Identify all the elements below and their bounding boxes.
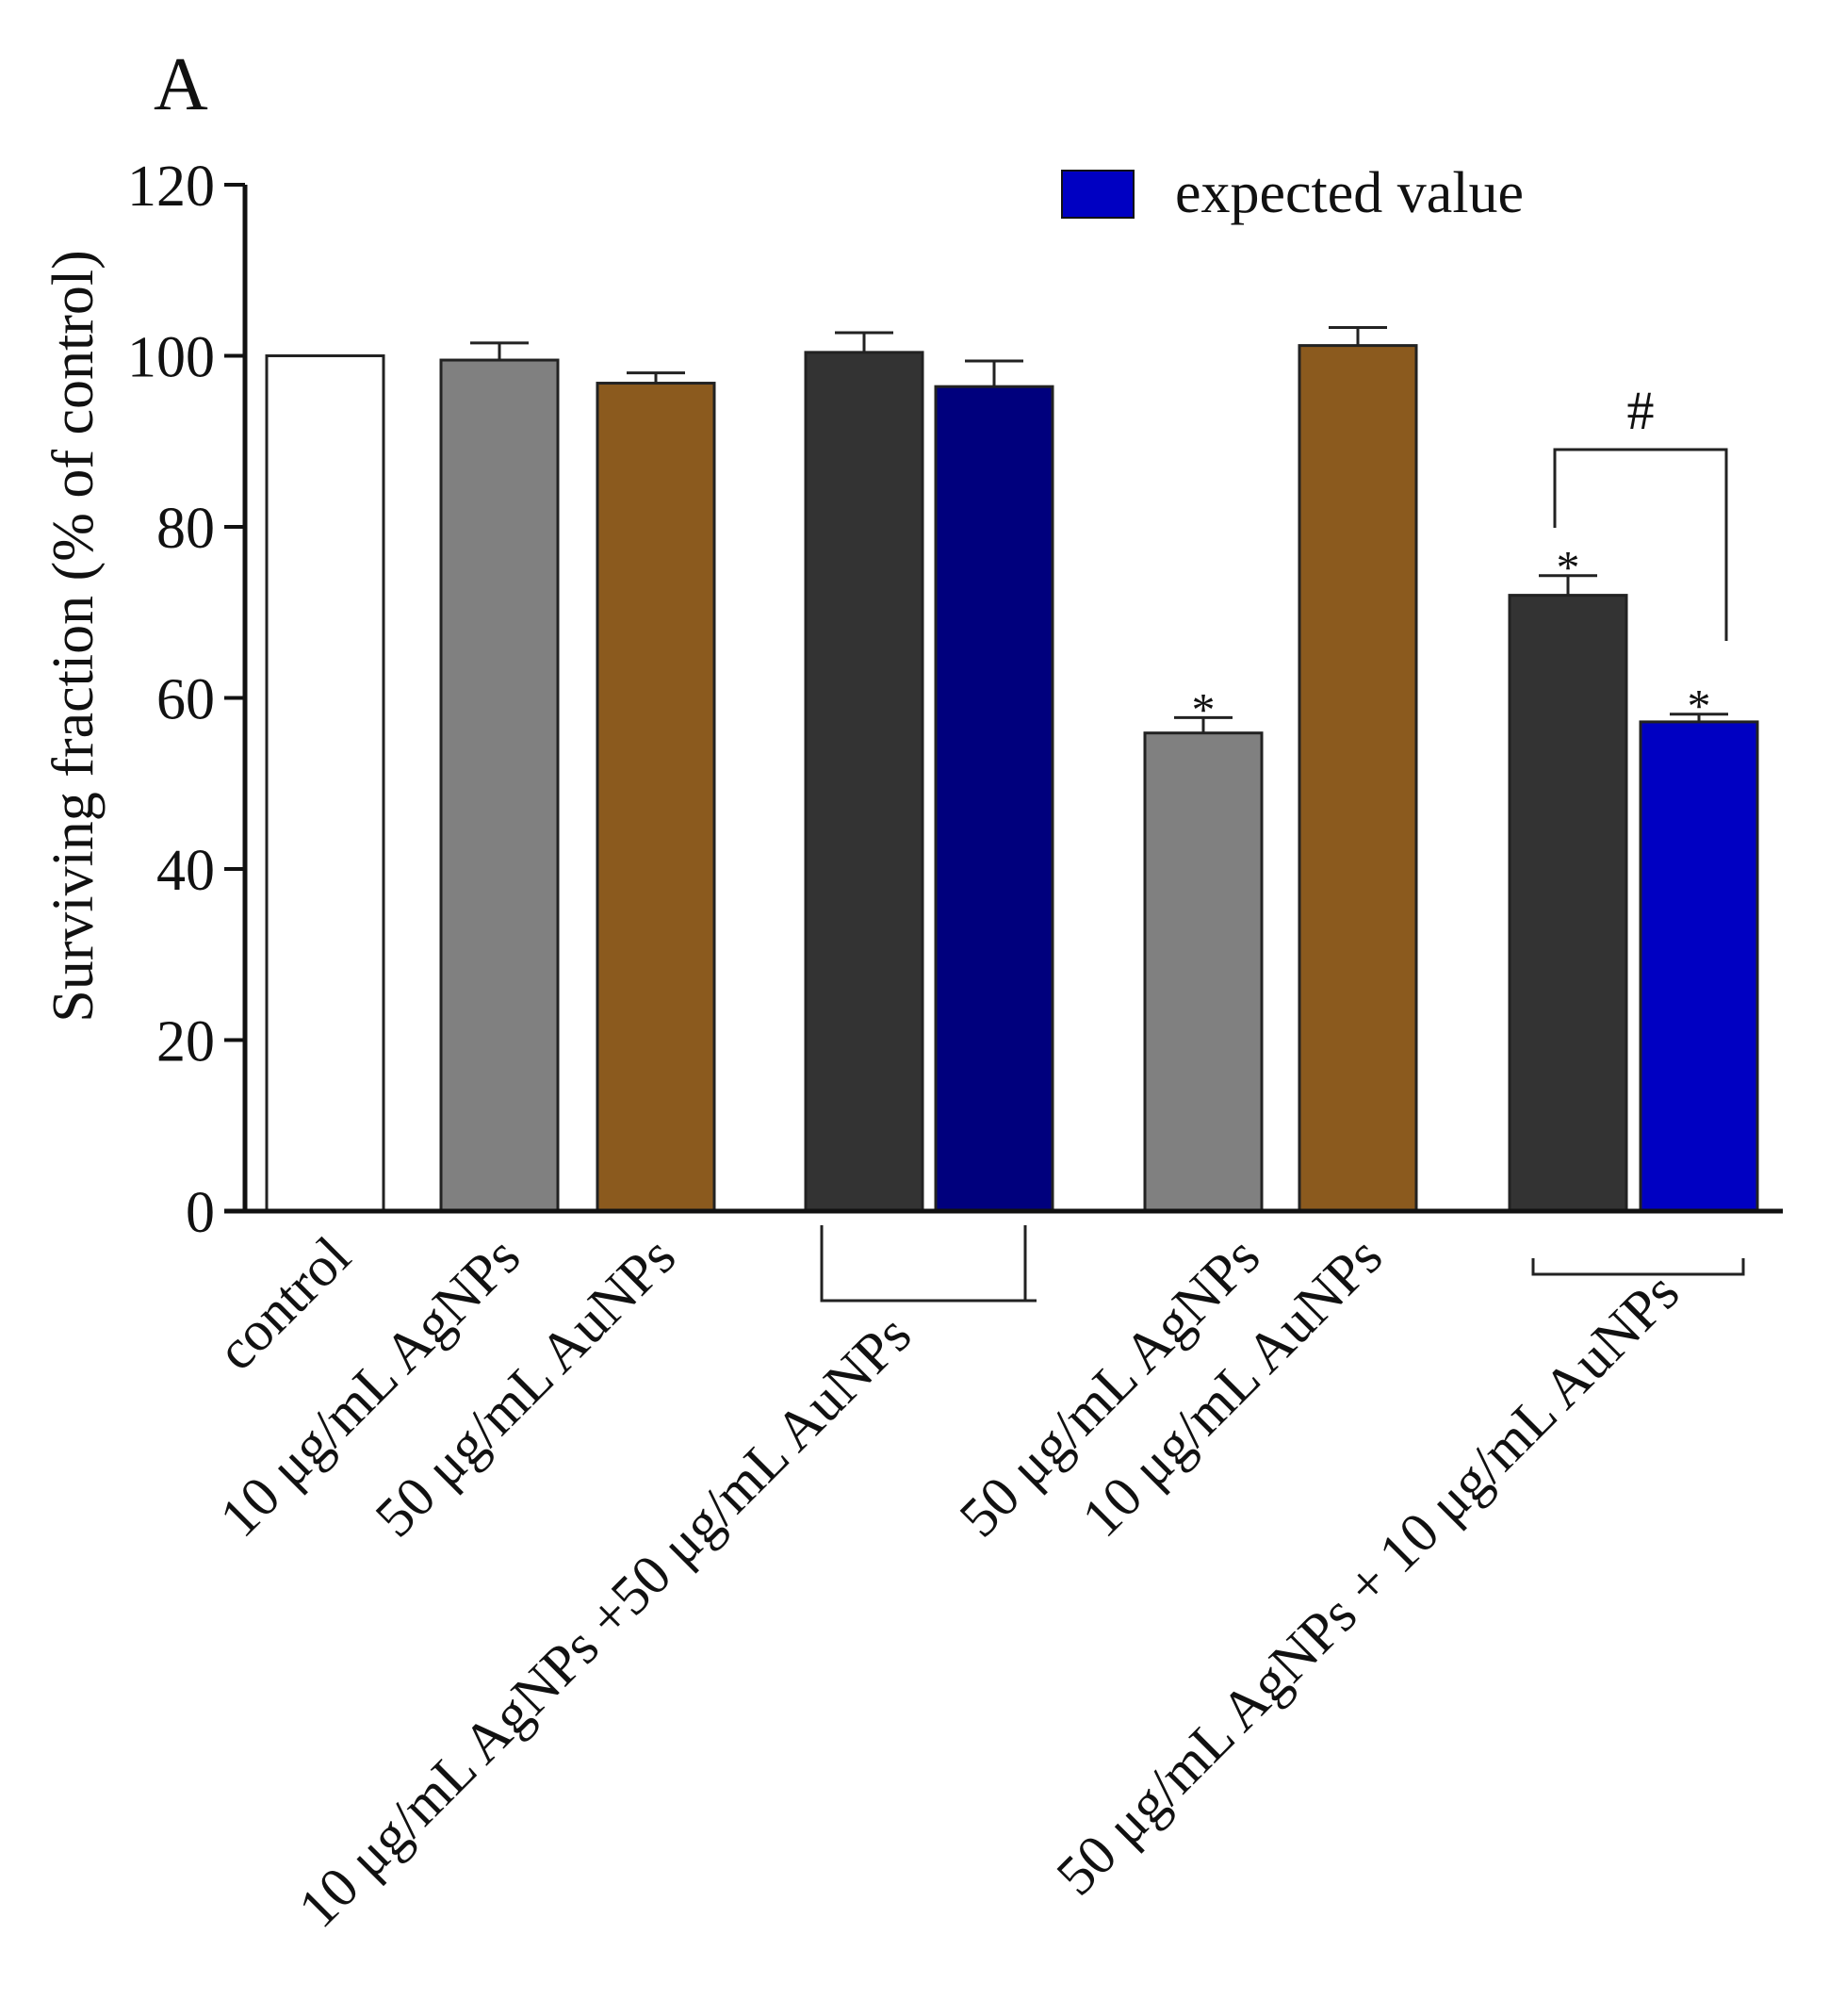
comparison-bracket [1553, 448, 1728, 641]
bar [1143, 731, 1264, 1213]
bar [934, 385, 1054, 1213]
legend-label: expected value [1175, 161, 1524, 225]
y-tick-label: 100 [127, 326, 215, 390]
group-bracket [1531, 1258, 1745, 1276]
y-tick-label: 60 [156, 668, 215, 732]
bar [1298, 344, 1418, 1213]
bars-group: * * * [265, 326, 1759, 1213]
bar [439, 358, 560, 1213]
y-tick-label: 40 [156, 839, 215, 903]
legend: expected value [1061, 161, 1524, 225]
significance-star: * [1192, 682, 1216, 735]
y-tick-label: 120 [127, 155, 215, 219]
bar [265, 354, 385, 1213]
y-tick-label: 20 [156, 1010, 215, 1074]
significance-star: * [1688, 680, 1711, 732]
group-bracket [820, 1225, 1037, 1303]
significance-brackets: # [820, 380, 1745, 1303]
panel-label: A [154, 43, 208, 126]
y-tick-label: 0 [186, 1181, 215, 1245]
x-tick-label: control [204, 1225, 362, 1383]
y-tick-label: 80 [156, 497, 215, 561]
bar [1639, 720, 1759, 1213]
bar [596, 382, 716, 1213]
legend-swatch [1061, 170, 1135, 219]
significance-hash: # [1627, 380, 1655, 441]
bar [1508, 594, 1628, 1213]
y-axis: 0 20 40 60 80 100 120 [127, 155, 245, 1245]
y-axis-title: Surviving fraction (% of control) [41, 250, 106, 1023]
significance-star: * [1557, 541, 1580, 594]
bar [804, 351, 924, 1213]
